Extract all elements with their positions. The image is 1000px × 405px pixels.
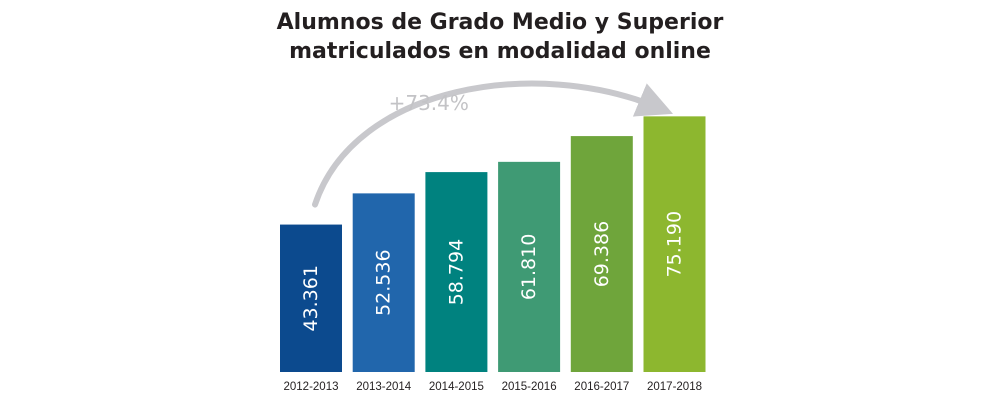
x-tick-label: 2014-2015	[429, 381, 484, 393]
bars-group: 43.361 2012-2013 52.536 2013-2014 58.794 2014…	[280, 116, 706, 393]
bar-2015-2016	[498, 161, 561, 372]
x-tick-label: 2015-2016	[502, 381, 557, 393]
x-tick-label: 2016-2017	[574, 381, 629, 393]
bar-value-label: 61.810	[518, 234, 540, 300]
bar-value-label: 52.536	[373, 249, 395, 315]
bar-2013-2014	[352, 193, 415, 372]
x-tick-label: 2012-2013	[284, 381, 339, 393]
growth-annotation: +73.4%	[389, 91, 469, 115]
growth-arrow	[312, 80, 674, 208]
bar-value-label: 75.190	[664, 211, 686, 277]
bar-2012-2013	[280, 224, 342, 372]
bar-value-label: 43.361	[300, 265, 322, 331]
x-tick-label: 2017-2018	[647, 381, 702, 393]
bar-2016-2017	[570, 136, 633, 372]
bar-value-label: 69.386	[591, 221, 613, 287]
x-tick-label: 2013-2014	[356, 381, 412, 393]
bar-value-label: 58.794	[445, 239, 467, 305]
chart-title-line-1: Alumnos de Grado Medio y Superior	[276, 10, 724, 35]
bar-2017-2018	[643, 116, 706, 372]
bar-2014-2015	[425, 172, 488, 372]
chart-title: Alumnos de Grado Medio y Superior matric…	[0, 8, 1000, 66]
chart-title-line-2: matriculados en modalidad online	[289, 39, 711, 64]
